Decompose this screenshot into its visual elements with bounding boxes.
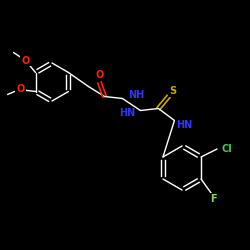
Text: F: F — [210, 194, 216, 204]
Text: HN: HN — [176, 120, 193, 130]
Text: O: O — [16, 84, 25, 94]
Text: O: O — [95, 70, 104, 81]
Text: HN: HN — [119, 108, 136, 118]
Text: Cl: Cl — [221, 144, 232, 154]
Text: S: S — [169, 86, 176, 97]
Text: O: O — [22, 56, 30, 66]
Text: NH: NH — [128, 90, 145, 100]
